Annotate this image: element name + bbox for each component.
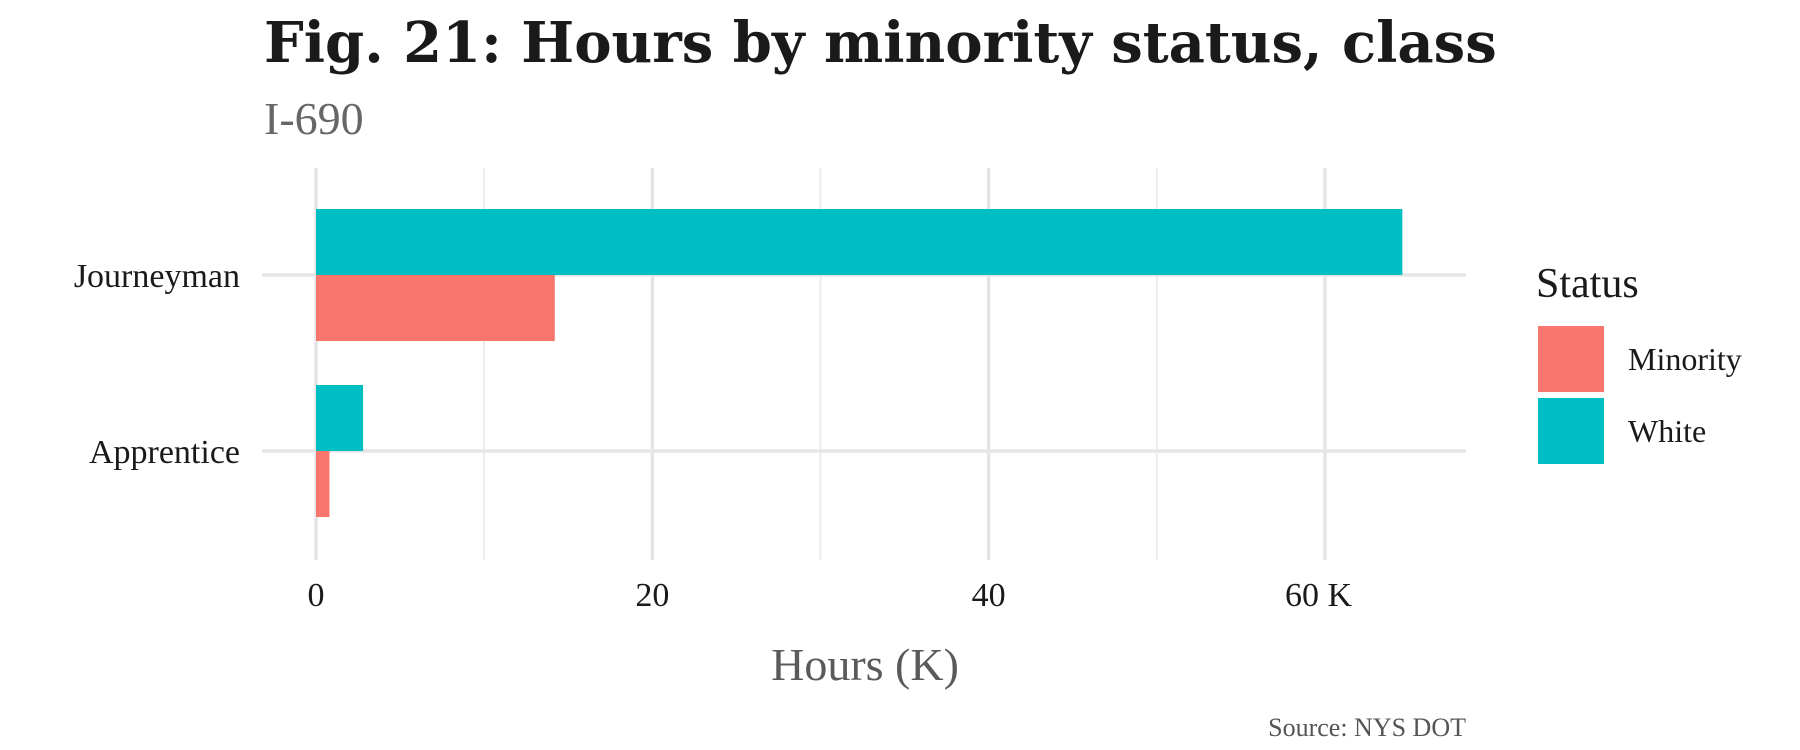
- x-tick-label: 60 K: [1285, 577, 1353, 614]
- chart-subtitle: I-690: [264, 93, 364, 144]
- legend-title: Status: [1536, 261, 1639, 307]
- x-axis-title: Hours (K): [771, 639, 959, 690]
- legend-key-white: [1538, 398, 1604, 464]
- legend-label: White: [1628, 413, 1706, 449]
- source-caption: Source: NYS DOT: [1268, 713, 1466, 742]
- legend-label: Minority: [1628, 341, 1742, 377]
- legend: Status Minority White: [1536, 261, 1742, 464]
- x-tick-label: 40: [972, 577, 1006, 614]
- bar-white-journeyman: [316, 209, 1403, 275]
- x-axis-labels: 0 20 40 60 K: [308, 577, 1353, 614]
- y-tick-label: Apprentice: [89, 434, 240, 471]
- y-tick-label: Journeyman: [74, 258, 240, 295]
- x-tick-label: 20: [635, 577, 669, 614]
- x-tick-label: 0: [308, 577, 325, 614]
- bars: [316, 209, 1403, 517]
- legend-key-minority: [1538, 326, 1604, 392]
- bar-minority-journeyman: [316, 275, 555, 341]
- bar-minority-apprentice: [316, 451, 330, 517]
- y-axis-labels: Journeyman Apprentice: [74, 258, 240, 471]
- bar-white-apprentice: [316, 385, 364, 451]
- chart-title: Fig. 21: Hours by minority status, class: [264, 10, 1497, 76]
